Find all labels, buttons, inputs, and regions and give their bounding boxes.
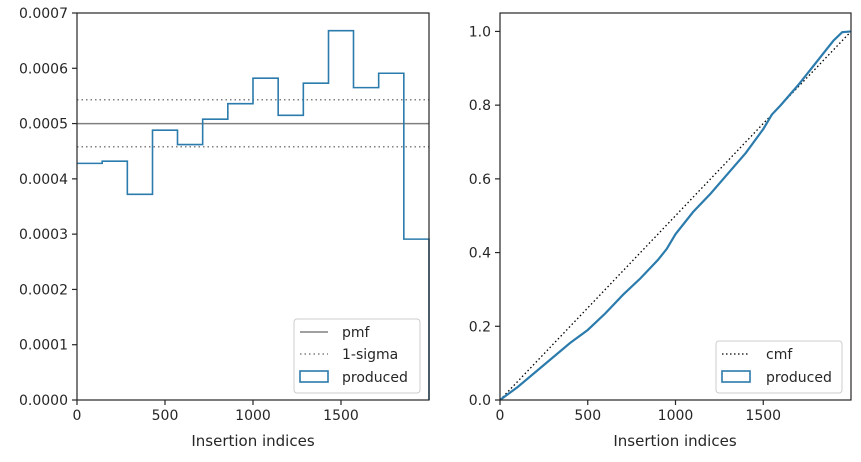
right-y-ticks: 0.0 0.2 0.4 0.6 0.8 1.0	[469, 24, 500, 409]
left-legend-box	[293, 318, 421, 394]
produced-histogram	[77, 29, 430, 400]
right-x-axis-label: Insertion indices	[613, 432, 736, 450]
left-y-tick-label: 0.0005	[19, 117, 68, 133]
left-x-tick-label: 1500	[323, 408, 359, 424]
legend-produced-swatch	[299, 370, 329, 383]
left-chart: 0 500 1000 1500 0.00000.00010.00020.00030.0…	[19, 6, 430, 450]
legend-produced-curve-label: produced	[766, 370, 832, 386]
right-x-tick-label: 1000	[658, 408, 694, 424]
left-y-tick-label: 0.0001	[19, 338, 68, 354]
right-x-tick-label: 500	[574, 408, 601, 424]
legend-produced-curve-swatch	[721, 370, 751, 383]
right-x-tick-label: 1500	[745, 408, 781, 424]
legend-produced-label: produced	[342, 370, 408, 386]
right-y-tick-label: 0.6	[469, 172, 491, 188]
right-x-ticks: 0 500 1000 1500	[496, 400, 781, 424]
legend-cmf-label: cmf	[766, 347, 793, 363]
right-legend: cmf produced	[715, 340, 843, 394]
left-y-tick-label: 0.0003	[19, 227, 68, 243]
right-x-tick-label: 0	[496, 408, 505, 424]
right-y-tick-label: 0.8	[469, 98, 491, 114]
left-y-tick-label: 0.0000	[19, 393, 68, 409]
left-x-ticks: 0 500 1000 1500	[73, 400, 359, 424]
right-chart: 0 500 1000 1500 0.0 0.2 0.4 0.6 0.8 1.0 Insertio…	[469, 12, 852, 450]
left-x-tick-label: 500	[152, 408, 179, 424]
right-y-tick-label: 0.0	[469, 393, 491, 409]
left-x-axis-label: Insertion indices	[191, 432, 314, 450]
left-y-ticks: 0.0000 0.0001 0.0002 0.0003 0.0004 0.0005 0.00…	[19, 6, 77, 409]
legend-pmf-label: pmf	[342, 325, 371, 341]
left-y-tick-label: 0.0006	[19, 61, 68, 77]
produced-curve	[499, 30, 852, 401]
left-x-tick-label: 0	[73, 408, 82, 424]
left-x-tick-label: 1000	[235, 408, 271, 424]
right-y-tick-label: 1.0	[469, 24, 491, 40]
left-y-tick-label: 0.0002	[19, 282, 68, 298]
left-legend: pmf 1-sigma produced	[293, 318, 421, 394]
right-y-tick-label: 0.4	[469, 246, 491, 262]
right-y-tick-label: 0.2	[469, 319, 491, 335]
legend-sigma-label: 1-sigma	[342, 347, 398, 363]
left-y-tick-label: 0.0004	[19, 172, 68, 188]
left-y-tick-label: 0.0007	[19, 6, 68, 22]
